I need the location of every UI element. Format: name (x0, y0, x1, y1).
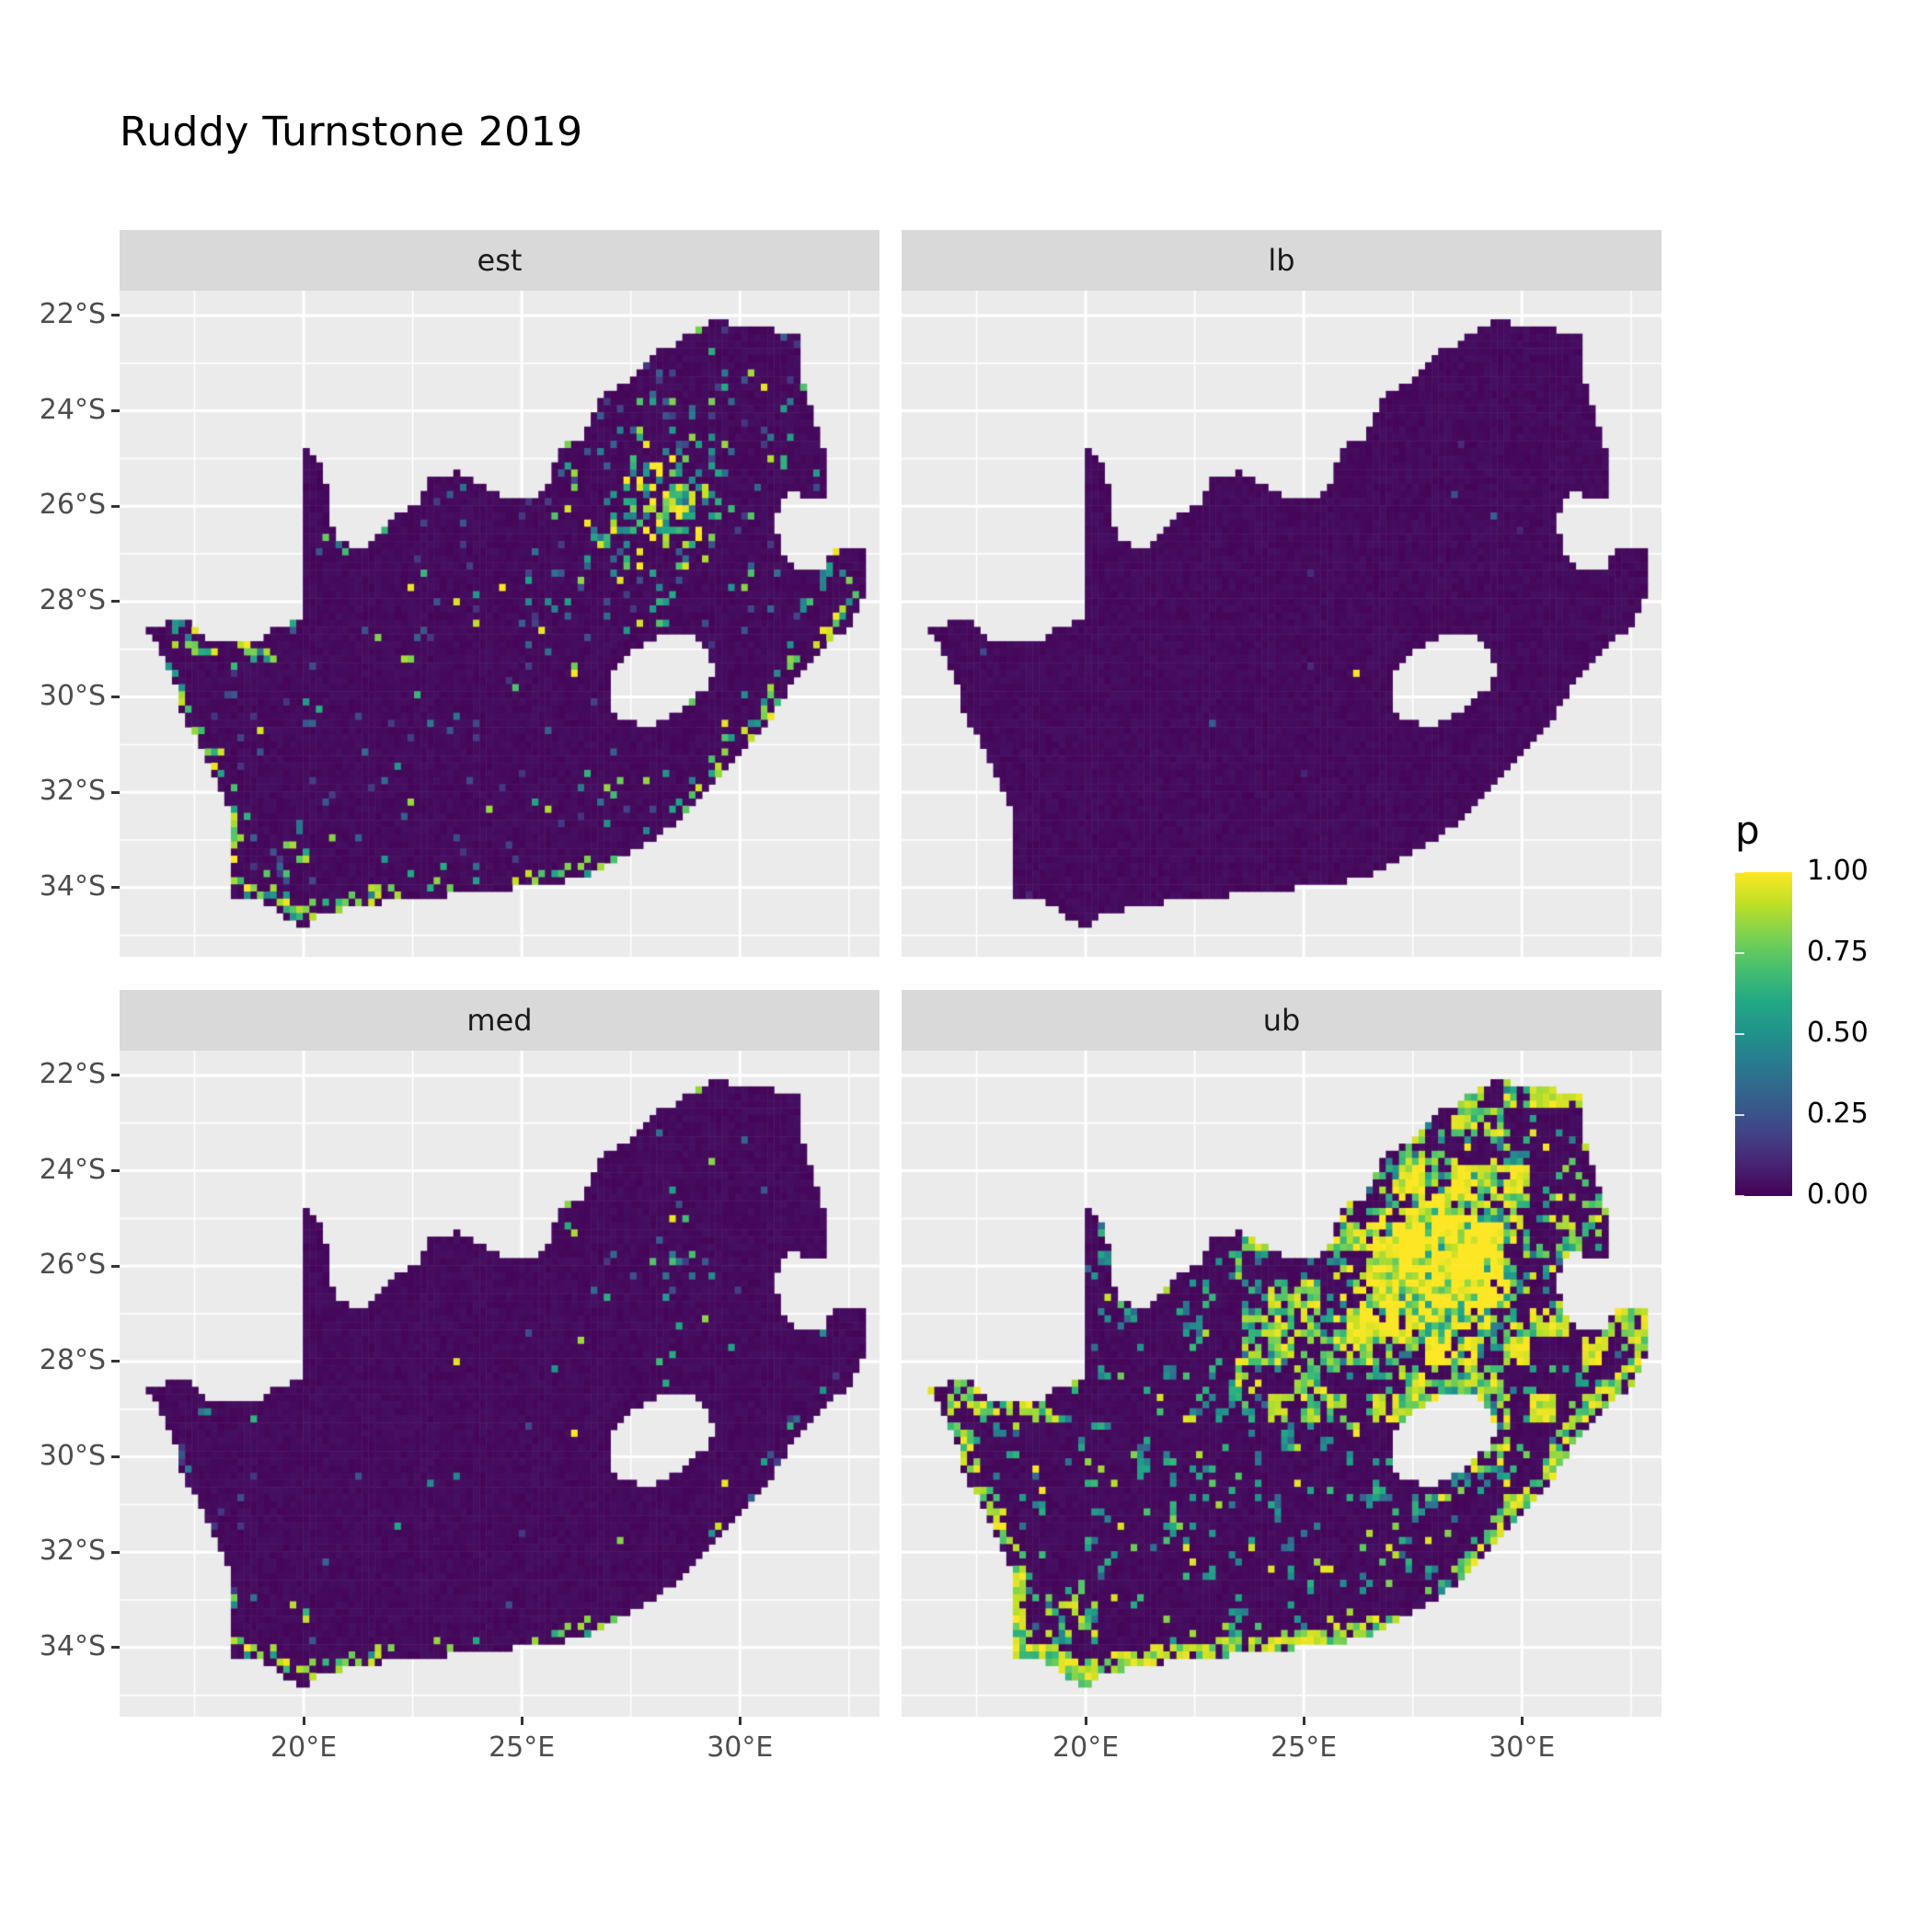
legend-label: 0.25 (1807, 1098, 1869, 1130)
map-panel-med (120, 1051, 880, 1717)
y-tick-mark (111, 1169, 120, 1173)
facet-strip-label-med: med (466, 1003, 533, 1038)
y-tick-label: 22°S (39, 297, 106, 330)
legend-title: p (1735, 808, 1760, 853)
y-tick-label: 30°S (39, 679, 106, 712)
map-panel-lb (902, 291, 1662, 957)
legend-label: 0.50 (1807, 1017, 1869, 1049)
y-tick-mark (111, 409, 120, 413)
y-tick-label: 22°S (39, 1057, 106, 1090)
x-tick-mark (520, 1717, 523, 1725)
y-tick-mark (111, 886, 120, 890)
y-tick-mark (111, 1455, 120, 1459)
y-tick-label: 34°S (39, 869, 106, 903)
legend-label: 0.00 (1807, 1179, 1869, 1211)
y-tick-mark (111, 790, 120, 794)
x-tick-label: 25°E (489, 1731, 556, 1764)
y-tick-label: 28°S (39, 583, 106, 616)
legend-tick-mark (1735, 1195, 1744, 1197)
legend-tick-mark (1735, 952, 1744, 954)
x-tick-mark (1302, 1717, 1305, 1725)
facet-strip-label-est: est (477, 243, 523, 278)
y-tick-mark (111, 1550, 120, 1554)
x-tick-mark (302, 1717, 305, 1725)
facet-strip-label-lb: lb (1268, 243, 1295, 278)
facet-strip-ub: ub (902, 990, 1662, 1051)
y-tick-mark (111, 600, 120, 604)
legend-label: 0.75 (1807, 936, 1869, 968)
facet-strip-est: est (120, 230, 880, 291)
facet-strip-med: med (120, 990, 880, 1051)
facet-strip-lb: lb (902, 230, 1662, 291)
y-tick-label: 32°S (39, 775, 106, 808)
y-tick-mark (111, 1360, 120, 1363)
x-tick-label: 20°E (1052, 1731, 1120, 1764)
y-tick-label: 24°S (39, 1153, 106, 1186)
y-tick-mark (111, 1074, 120, 1077)
y-tick-label: 34°S (39, 1629, 106, 1662)
y-tick-mark (111, 696, 120, 699)
y-tick-label: 30°S (39, 1439, 106, 1472)
y-tick-label: 24°S (39, 393, 106, 426)
x-tick-label: 25°E (1271, 1731, 1338, 1764)
facet-strip-label-ub: ub (1262, 1003, 1301, 1038)
y-tick-mark (111, 1264, 120, 1268)
legend-tick-mark (1735, 1114, 1744, 1116)
legend-tick-mark (1735, 1033, 1744, 1035)
y-tick-label: 28°S (39, 1343, 106, 1376)
plot-title: Ruddy Turnstone 2019 (120, 109, 583, 155)
map-panel-ub (902, 1051, 1662, 1717)
y-tick-label: 32°S (39, 1535, 106, 1568)
x-tick-label: 20°E (270, 1731, 338, 1764)
y-tick-mark (111, 1646, 120, 1650)
y-tick-label: 26°S (39, 489, 106, 522)
legend-label: 1.00 (1807, 855, 1869, 887)
x-tick-mark (1520, 1717, 1524, 1725)
y-tick-mark (111, 504, 120, 508)
x-tick-mark (738, 1717, 742, 1725)
y-tick-label: 26°S (39, 1248, 106, 1282)
legend-colorbar (1735, 872, 1792, 1196)
x-tick-label: 30°E (707, 1731, 774, 1764)
x-tick-mark (1084, 1717, 1087, 1725)
map-panel-est (120, 291, 880, 957)
y-tick-mark (111, 314, 120, 317)
x-tick-label: 30°E (1489, 1731, 1556, 1764)
legend-tick-mark (1735, 871, 1744, 873)
